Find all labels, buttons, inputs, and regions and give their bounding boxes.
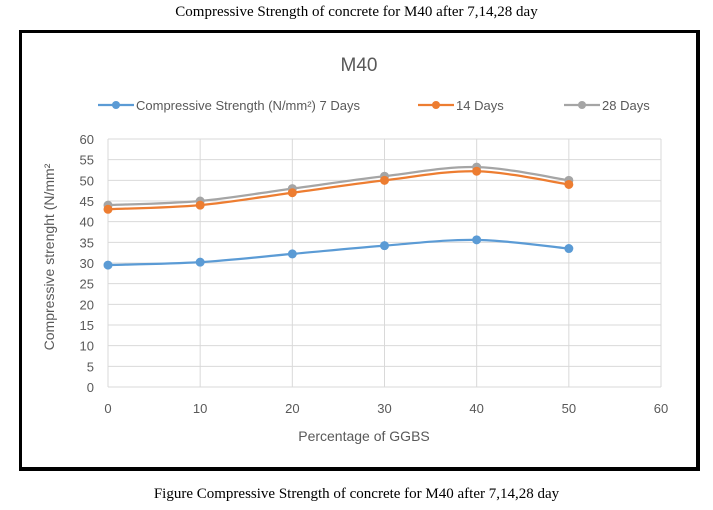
- legend-item: 14 Days: [418, 98, 504, 113]
- data-point: [103, 260, 113, 270]
- y-tick-label: 20: [80, 297, 94, 312]
- y-tick-label: 0: [87, 380, 94, 395]
- top-caption: Compressive Strength of concrete for M40…: [175, 4, 538, 20]
- line-chart: M40 Compressive Strength (N/mm²) 7 Days 1…: [41, 55, 668, 444]
- data-point: [380, 241, 389, 251]
- data-point: [287, 249, 297, 259]
- data-point: [195, 257, 205, 267]
- data-point: [103, 204, 113, 214]
- legend-label: 28 Days: [602, 98, 650, 113]
- series-group: [103, 162, 574, 270]
- legend-marker: [432, 101, 440, 109]
- data-point: [287, 188, 297, 198]
- legend-marker: [112, 101, 120, 109]
- series-line: [107, 165, 569, 207]
- data-point: [564, 179, 574, 189]
- y-axis-label: Compressive strenght (N/mm²: [41, 163, 57, 350]
- series-1: [103, 166, 574, 214]
- x-tick-label: 50: [562, 401, 576, 416]
- data-point: [564, 244, 574, 254]
- y-tick-label: 55: [80, 153, 94, 168]
- legend: Compressive Strength (N/mm²) 7 Days 14 Da…: [98, 98, 650, 113]
- data-point: [472, 235, 482, 245]
- y-tick-label: 45: [80, 194, 94, 209]
- legend-item: Compressive Strength (N/mm²) 7 Days: [98, 98, 360, 113]
- data-point: [380, 175, 389, 185]
- data-point: [472, 166, 482, 176]
- legend-label: 14 Days: [456, 98, 504, 113]
- y-tick-label: 40: [80, 215, 94, 230]
- x-tick-label: 0: [104, 401, 111, 416]
- y-tick-label: 10: [80, 339, 94, 354]
- y-tick-label: 25: [80, 277, 94, 292]
- x-tick-label: 60: [654, 401, 668, 416]
- chart-frame: M40 Compressive Strength (N/mm²) 7 Days 1…: [19, 30, 700, 471]
- x-tick-label: 20: [285, 401, 299, 416]
- chart-title: M40: [341, 55, 378, 76]
- y-tick-label: 50: [80, 173, 94, 188]
- x-tick-label: 10: [193, 401, 207, 416]
- legend-item: 28 Days: [564, 98, 650, 113]
- series-line: [107, 238, 569, 267]
- x-tick-label: 40: [469, 401, 483, 416]
- y-tick-label: 15: [80, 318, 94, 333]
- y-tick-label: 5: [87, 359, 94, 374]
- y-tick-label: 35: [80, 235, 94, 250]
- series-0: [103, 235, 574, 270]
- legend-marker: [578, 101, 586, 109]
- bottom-caption: Figure Compressive Strength of concrete …: [153, 486, 560, 502]
- y-tick-label: 60: [80, 132, 94, 147]
- x-axis-label: Percentage of GGBS: [298, 428, 430, 444]
- y-axis-ticks: 0 5 10 15 20 25 30 35 40 45 50 55 60: [80, 132, 94, 395]
- y-tick-label: 30: [80, 256, 94, 271]
- legend-label: Compressive Strength (N/mm²) 7 Days: [136, 98, 360, 113]
- x-tick-label: 30: [377, 401, 391, 416]
- data-point: [195, 200, 205, 210]
- series-line: [107, 170, 569, 211]
- x-axis-ticks: 0 10 20 30 40 50 60: [104, 401, 668, 416]
